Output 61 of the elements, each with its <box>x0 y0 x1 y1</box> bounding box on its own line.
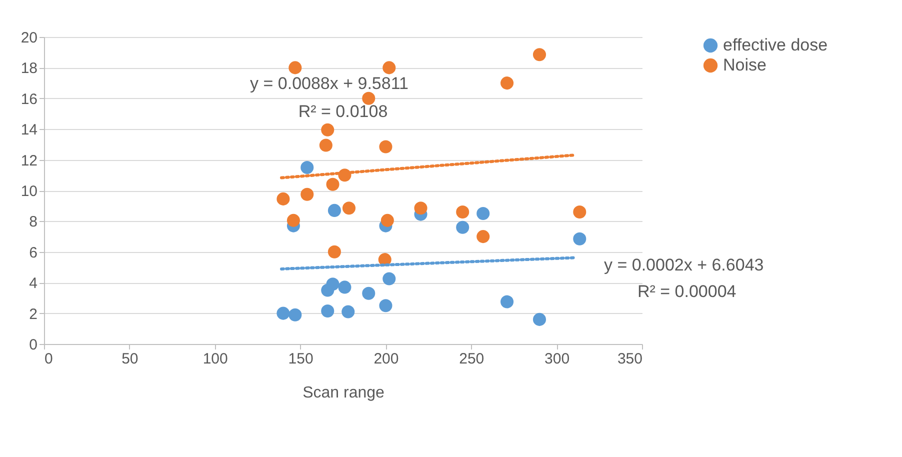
point <box>321 304 334 318</box>
point <box>379 299 392 312</box>
x-tick-label: 100 <box>202 350 228 368</box>
point <box>276 306 290 320</box>
point <box>288 308 302 322</box>
x-tick-label: 350 <box>617 350 642 368</box>
point <box>532 312 546 326</box>
y-tick-label: 8 <box>29 214 38 231</box>
point <box>380 214 394 227</box>
x-tick-label: 50 <box>122 350 138 368</box>
y-tick-label: 20 <box>20 30 38 46</box>
y-tick-label: 2 <box>29 306 38 323</box>
point <box>328 204 341 217</box>
point <box>362 92 376 105</box>
point <box>414 202 428 215</box>
point <box>300 160 314 174</box>
legend-label: effective dose <box>723 36 828 54</box>
annotation: R² = 0.0108 <box>298 102 388 121</box>
y-tick-label: 0 <box>29 336 38 354</box>
y-tick-label: 16 <box>20 90 38 108</box>
x-tick-label: 0 <box>44 350 53 368</box>
point <box>319 138 332 152</box>
point <box>500 295 514 308</box>
annotation: y = 0.0088x + 9.5811 <box>250 74 408 93</box>
point <box>456 220 470 234</box>
y-tick-label: 6 <box>29 244 38 262</box>
point <box>456 205 470 218</box>
legend-label: Noise <box>723 56 766 74</box>
y-tick-label: 14 <box>20 122 38 139</box>
point <box>328 245 341 258</box>
point <box>382 272 396 286</box>
point <box>321 123 334 136</box>
y-tick-label: 10 <box>20 183 38 200</box>
point <box>362 286 376 300</box>
point <box>476 207 490 220</box>
point <box>300 188 314 201</box>
point <box>288 61 302 74</box>
point <box>276 192 290 206</box>
x-tick-label: 300 <box>544 350 570 368</box>
x-tick-label: 250 <box>459 350 484 368</box>
annotation: y = 0.0002x + 6.6043 <box>604 256 764 275</box>
y-tick-label: 18 <box>20 60 38 78</box>
point <box>338 280 352 294</box>
point <box>476 230 490 244</box>
annotation: R² = 0.00004 <box>637 282 736 301</box>
point <box>573 205 586 218</box>
x-axis-title: Scan range <box>302 384 385 402</box>
point <box>382 61 396 74</box>
y-tick-label: 4 <box>29 275 38 292</box>
point <box>379 140 392 154</box>
point <box>573 232 586 246</box>
point <box>342 305 355 318</box>
point <box>326 278 340 291</box>
x-tick-label: 150 <box>288 350 314 368</box>
point <box>326 178 340 191</box>
point <box>500 76 514 90</box>
point <box>286 214 300 227</box>
point <box>532 48 546 62</box>
point <box>342 202 356 215</box>
x-tick-label: 200 <box>374 350 399 368</box>
y-tick-label: 12 <box>20 152 38 170</box>
